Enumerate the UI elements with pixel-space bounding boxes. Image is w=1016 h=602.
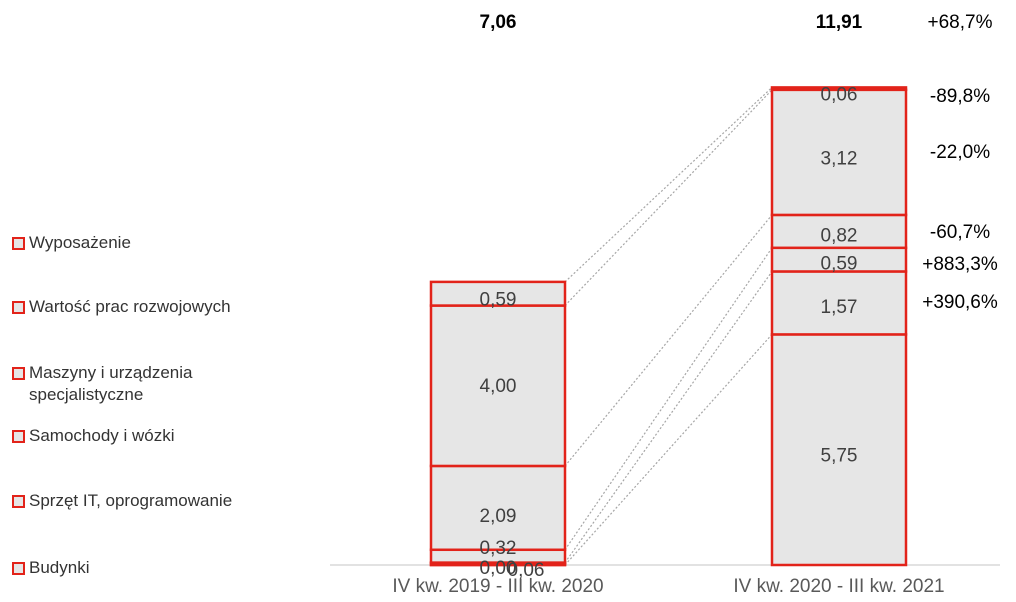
legend-swatch (12, 237, 25, 250)
legend-swatch (12, 562, 25, 575)
legend-swatch (12, 430, 25, 443)
change-label: -22,0% (930, 142, 990, 163)
legend-item-samochody: Samochody i wózki (12, 425, 175, 447)
data-label: 1,57 (821, 297, 858, 318)
change-label: -89,8% (930, 86, 990, 107)
change-label: +390,6% (922, 292, 998, 313)
total-change-label: +68,7% (928, 12, 993, 33)
legend-item-prace-rozwojowe: Wartość prac rozwojowych (12, 296, 231, 318)
total-label: 11,91 (816, 12, 863, 33)
connector-line (564, 334, 773, 566)
data-label: 0,06 (821, 85, 858, 106)
legend-label: Budynki (29, 558, 90, 577)
data-label: 0,82 (821, 225, 858, 246)
legend-item-sprzet-it: Sprzęt IT, oprogramowanie (12, 490, 232, 512)
data-label: 0,59 (480, 290, 517, 311)
data-label: 0,06 (508, 560, 545, 581)
connector-line (564, 247, 773, 551)
bar-segment (770, 213, 908, 250)
total-label: 7,06 (480, 12, 517, 33)
connector-line (564, 214, 773, 467)
connector-line (564, 89, 773, 306)
data-label: 2,09 (480, 506, 517, 527)
legend-swatch (12, 495, 25, 508)
data-label: 0,59 (821, 254, 858, 275)
connector-line (564, 271, 773, 563)
change-label: +883,3% (922, 254, 998, 275)
legend-item-wyposazenie: Wyposażenie (12, 232, 131, 254)
legend-item-maszyny: Maszyny i urządzenia specjalistyczne (12, 362, 262, 406)
legend-swatch (12, 301, 25, 314)
data-label: 4,00 (480, 376, 517, 397)
legend-label: Wartość prac rozwojowych (29, 297, 231, 316)
connector-line (564, 86, 773, 283)
legend-label: Sprzęt IT, oprogramowanie (29, 491, 233, 510)
category-label: IV kw. 2020 - III kw. 2021 (733, 576, 944, 597)
legend-label: Maszyny i urządzenia specjalistyczne (29, 363, 193, 404)
data-label: 0,00 (480, 558, 517, 579)
data-label: 5,75 (821, 446, 858, 467)
bar-segment (429, 304, 567, 468)
data-label: 3,12 (821, 148, 858, 169)
bar-segment (770, 86, 908, 92)
legend-swatch (12, 367, 25, 380)
bar-segment (770, 333, 908, 567)
legend-label: Samochody i wózki (29, 426, 175, 445)
legend-label: Wyposażenie (29, 233, 131, 252)
change-label: -60,7% (930, 222, 990, 243)
data-label: 0,32 (480, 538, 517, 559)
bar-segment (770, 88, 908, 217)
legend-item-budynki: Budynki (12, 557, 89, 579)
category-label: IV kw. 2019 - III kw. 2020 (392, 576, 603, 597)
bar-segment (429, 280, 567, 307)
